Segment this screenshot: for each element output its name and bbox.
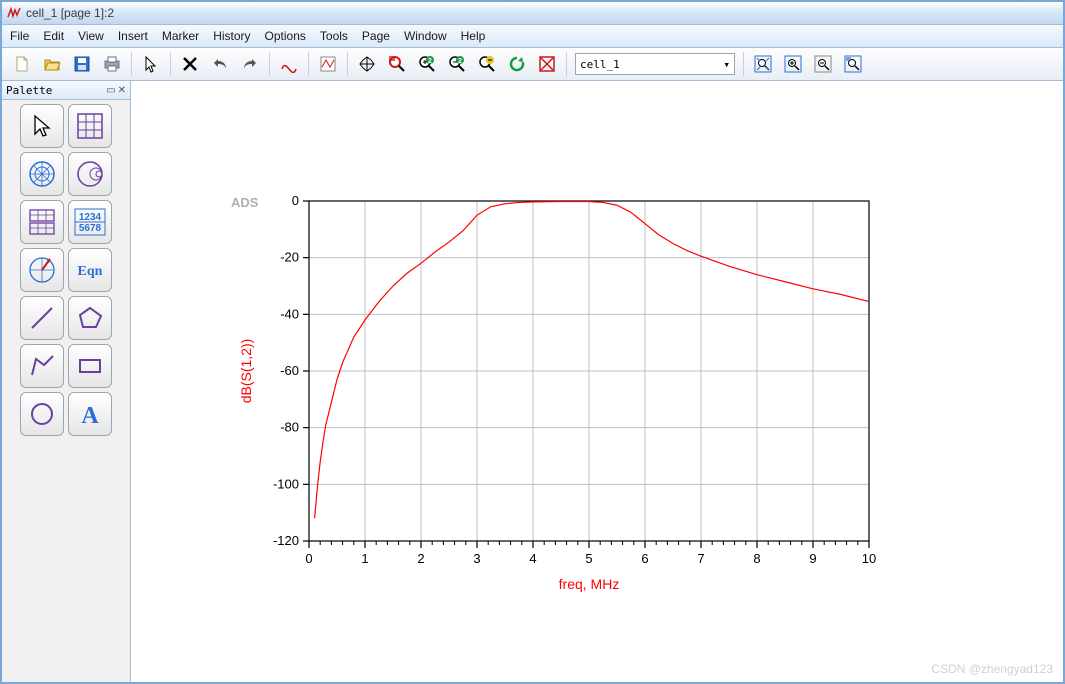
zoom-tool-c-icon[interactable]: [809, 50, 837, 78]
svg-text:A: A: [81, 403, 99, 429]
chart-svg: 0 -20 -40 -60 -80 -100 -120 0 1 2 3 4 5 6 7 8 9 10 freq, M…: [131, 81, 1061, 681]
palette-grid: 12345678 Eqn A: [2, 100, 130, 440]
plot-canvas[interactable]: 0 -20 -40 -60 -80 -100 -120 0 1 2 3 4 5 6 7 8 9 10 freq, M…: [131, 81, 1063, 682]
svg-text:-100: -100: [273, 476, 299, 491]
svg-text:dB(S(1,2)): dB(S(1,2)): [238, 339, 254, 404]
zoom-in-icon[interactable]: 2: [413, 50, 441, 78]
svg-text:2: 2: [428, 58, 432, 65]
menu-marker[interactable]: Marker: [162, 29, 199, 43]
palette-title: Palette: [6, 84, 52, 97]
new-icon[interactable]: [8, 50, 36, 78]
data-display-icon[interactable]: [314, 50, 342, 78]
menu-insert[interactable]: Insert: [118, 29, 148, 43]
menu-edit[interactable]: Edit: [43, 29, 64, 43]
menu-file[interactable]: File: [10, 29, 29, 43]
palette-stacked-plot-icon[interactable]: [20, 200, 64, 244]
open-icon[interactable]: [38, 50, 66, 78]
zoom-tool-d-icon[interactable]: [839, 50, 867, 78]
toolbar-separator: [131, 52, 132, 76]
dataset-dropdown[interactable]: cell_1 ▾: [575, 53, 735, 75]
svg-text:-120: -120: [273, 533, 299, 548]
pointer-icon[interactable]: [137, 50, 165, 78]
palette-panel: Palette ▭ ✕ 12345678 Eqn: [2, 81, 131, 682]
svg-text:8: 8: [753, 551, 760, 566]
menu-window[interactable]: Window: [404, 29, 447, 43]
menu-page[interactable]: Page: [362, 29, 390, 43]
zoom-fit-icon[interactable]: [473, 50, 501, 78]
svg-text:-60: -60: [280, 363, 299, 378]
disable-plot-icon[interactable]: [533, 50, 561, 78]
menu-help[interactable]: Help: [461, 29, 486, 43]
palette-equation-icon[interactable]: Eqn: [68, 248, 112, 292]
app-icon: [7, 6, 21, 20]
palette-rect-plot-icon[interactable]: [68, 104, 112, 148]
pan-icon[interactable]: [353, 50, 381, 78]
save-icon[interactable]: [68, 50, 96, 78]
svg-text:3: 3: [473, 551, 480, 566]
palette-pointer-icon[interactable]: [20, 104, 64, 148]
menu-history[interactable]: History: [213, 29, 250, 43]
zoom-out-icon[interactable]: 2: [443, 50, 471, 78]
svg-text:ADS: ADS: [231, 195, 259, 210]
print-icon[interactable]: [98, 50, 126, 78]
toolbar-separator: [269, 52, 270, 76]
palette-polyline-icon[interactable]: [20, 344, 64, 388]
palette-antenna-icon[interactable]: [20, 248, 64, 292]
palette-polar-plot-icon[interactable]: [20, 152, 64, 196]
svg-text:1: 1: [361, 551, 368, 566]
palette-close-icon[interactable]: ✕: [118, 85, 126, 96]
toolbar-separator: [308, 52, 309, 76]
zoom-tool-b-icon[interactable]: [779, 50, 807, 78]
svg-text:5678: 5678: [79, 223, 102, 234]
window-title: cell_1 [page 1]:2: [26, 6, 114, 20]
palette-circle-icon[interactable]: [20, 392, 64, 436]
palette-line-icon[interactable]: [20, 296, 64, 340]
svg-text:2: 2: [417, 551, 424, 566]
palette-list-icon[interactable]: 12345678: [68, 200, 112, 244]
palette-header: Palette ▭ ✕: [2, 81, 130, 100]
toolbar-separator: [170, 52, 171, 76]
svg-text:4: 4: [529, 551, 536, 566]
svg-text:9: 9: [809, 551, 816, 566]
title-bar: cell_1 [page 1]:2: [2, 2, 1063, 25]
zoom-region-icon[interactable]: [383, 50, 411, 78]
curve-icon[interactable]: [275, 50, 303, 78]
app-window: cell_1 [page 1]:2 File Edit View Insert …: [0, 0, 1065, 684]
svg-text:-80: -80: [280, 420, 299, 435]
chevron-down-icon: ▾: [723, 58, 730, 71]
redo-icon[interactable]: [236, 50, 264, 78]
toolbar-separator: [743, 52, 744, 76]
svg-text:-20: -20: [280, 250, 299, 265]
refresh-icon[interactable]: [503, 50, 531, 78]
menu-tools[interactable]: Tools: [320, 29, 348, 43]
delete-icon[interactable]: [176, 50, 204, 78]
body-area: Palette ▭ ✕ 12345678 Eqn: [2, 81, 1063, 682]
svg-text:0: 0: [305, 551, 312, 566]
toolbar-separator: [347, 52, 348, 76]
svg-text:10: 10: [862, 551, 876, 566]
undo-icon[interactable]: [206, 50, 234, 78]
menu-view[interactable]: View: [78, 29, 104, 43]
zoom-tool-a-icon[interactable]: [749, 50, 777, 78]
toolbar-separator: [566, 52, 567, 76]
svg-text:Eqn: Eqn: [78, 264, 103, 279]
toolbar: 2 2 cell_1 ▾: [2, 48, 1063, 81]
svg-text:2: 2: [458, 58, 462, 65]
svg-text:7: 7: [697, 551, 704, 566]
svg-text:0: 0: [292, 193, 299, 208]
menu-bar: File Edit View Insert Marker History Opt…: [2, 25, 1063, 48]
palette-text-icon[interactable]: A: [68, 392, 112, 436]
svg-text:-40: -40: [280, 306, 299, 321]
svg-text:1234: 1234: [79, 212, 102, 223]
palette-polygon-icon[interactable]: [68, 296, 112, 340]
svg-text:5: 5: [585, 551, 592, 566]
palette-dock-icon[interactable]: ▭: [106, 85, 115, 96]
dataset-dropdown-value: cell_1: [580, 58, 620, 71]
svg-text:6: 6: [641, 551, 648, 566]
menu-options[interactable]: Options: [265, 29, 306, 43]
palette-rectangle-icon[interactable]: [68, 344, 112, 388]
palette-smith-chart-icon[interactable]: [68, 152, 112, 196]
svg-text:freq, MHz: freq, MHz: [559, 576, 620, 592]
